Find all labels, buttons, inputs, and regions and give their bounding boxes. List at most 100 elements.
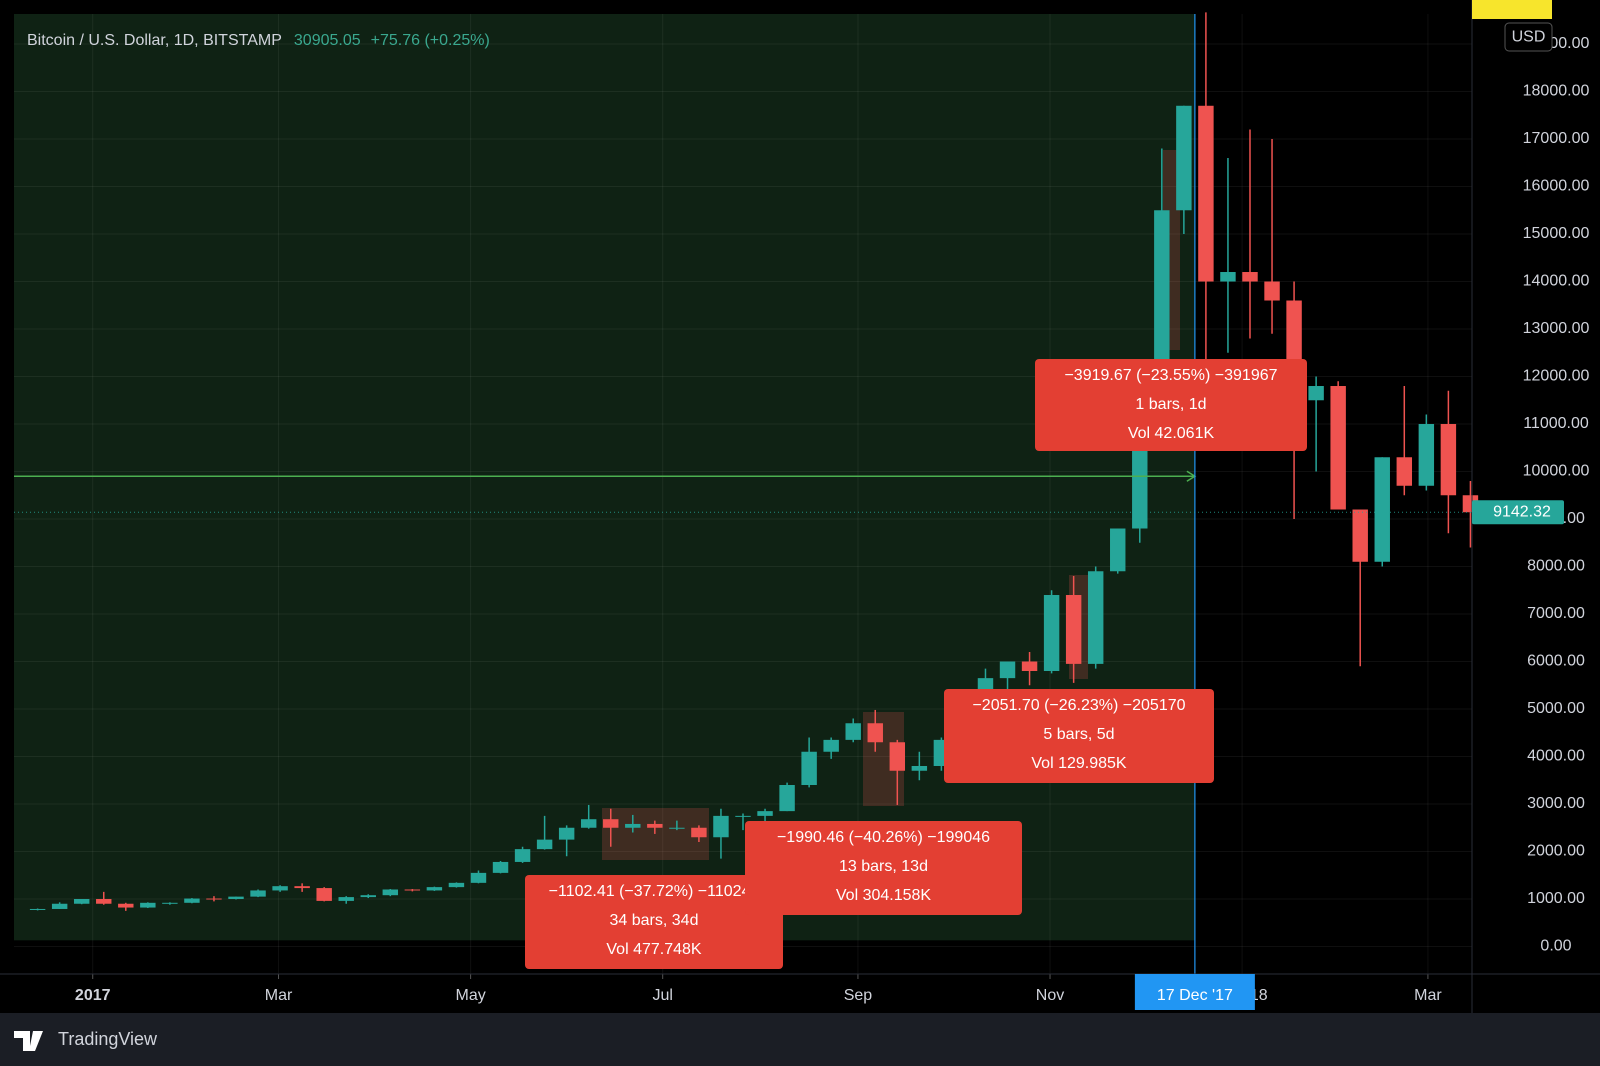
candle-body: [1374, 457, 1390, 562]
y-tick-label: 17000.00: [1523, 130, 1590, 147]
y-tick-label: 14000.00: [1523, 273, 1590, 290]
candle-body: [603, 819, 619, 828]
candle-body: [1220, 272, 1236, 282]
candle-body: [845, 723, 861, 740]
candle-body: [1021, 661, 1038, 672]
candle-body: [184, 898, 200, 903]
candle-body: [911, 766, 928, 771]
range-highlight: [14, 14, 1195, 941]
measure-bars: 1 bars, 1d: [1135, 396, 1206, 413]
candle-body: [1087, 571, 1104, 664]
x-tick-label: Mar: [1414, 987, 1442, 1004]
candle-body: [29, 908, 46, 910]
logo-mark: [14, 1031, 43, 1051]
symbol: Bitcoin / U.S. Dollar, 1D, BITSTAMP: [27, 32, 282, 49]
candle-body: [823, 739, 839, 752]
candle-body: [1043, 595, 1060, 672]
last-price-label: 9142.32: [1493, 503, 1551, 520]
y-tick-label: 8000.00: [1527, 558, 1585, 575]
y-tick-label: 2000.00: [1527, 843, 1585, 860]
candle-body: [382, 889, 399, 896]
measure-shade: [602, 808, 709, 860]
x-tick-label: Nov: [1036, 987, 1064, 1004]
measure-label: −2051.70 (−26.23%) −205170 5 bars, 5d Vol …: [944, 689, 1214, 783]
candle-body: [1065, 595, 1082, 664]
measure-change: −2051.70 (−26.23%) −205170: [972, 697, 1185, 714]
measure-bars: 34 bars, 34d: [610, 912, 699, 929]
candle-body: [426, 887, 443, 891]
candle-body: [1418, 424, 1435, 486]
crosshair-label: 17 Dec '17: [1157, 987, 1233, 1004]
candle-body: [162, 902, 178, 904]
candle-body: [669, 827, 685, 829]
candle-body: [1198, 105, 1214, 282]
x-tick-label: Mar: [265, 987, 293, 1004]
candle-body: [272, 886, 288, 891]
candle-body: [999, 661, 1016, 679]
y-tick-label: 5000.00: [1527, 700, 1585, 717]
candle-body: [1264, 281, 1280, 301]
candle-body: [779, 785, 795, 812]
measure-box: [525, 875, 783, 969]
candle-body: [140, 902, 156, 908]
candle-body: [316, 888, 332, 901]
currency[interactable]: USD: [1512, 29, 1546, 46]
y-tick-label: 0.00: [1540, 938, 1571, 955]
candle-body: [1352, 509, 1368, 562]
measure-label: −1990.46 (−40.26%) −199046 13 bars, 13d Vo…: [745, 821, 1022, 915]
candle-body: [448, 882, 465, 888]
y-tick-label: 3000.00: [1527, 795, 1585, 812]
candle-body: [625, 823, 641, 828]
candle-body: [867, 723, 883, 743]
candle-body: [1110, 528, 1126, 572]
candle-body: [206, 898, 222, 900]
measure-bars: 5 bars, 5d: [1043, 726, 1114, 743]
measure-change: −3919.67 (−23.55%) −391967: [1064, 367, 1277, 384]
candle-body: [228, 896, 244, 899]
candle-body: [1308, 386, 1324, 401]
candle-body: [691, 827, 707, 838]
candle-body: [1396, 457, 1413, 486]
measure-vol: Vol 129.985K: [1031, 755, 1127, 772]
y-tick-label: 13000.00: [1523, 320, 1590, 337]
currency-box[interactable]: [1504, 22, 1553, 52]
measure-label: −1102.41 (−37.72%) −110241 34 bars, 34d Vo…: [525, 875, 783, 969]
candle-body: [713, 815, 729, 838]
y-tick-label: 11000.00: [1523, 415, 1589, 432]
candle-body: [73, 898, 90, 904]
measure-box: [1035, 359, 1307, 451]
candle-body: [404, 889, 421, 891]
logo: TradingView: [14, 1029, 158, 1051]
candle-body: [470, 872, 487, 883]
candle-body: [1242, 272, 1258, 282]
axes: 0.00 1000.00 2000.00 3000.00 4000.00 5000.00 6…: [0, 0, 1600, 1013]
candle-body: [338, 897, 354, 901]
footer-bar: [0, 1013, 1600, 1066]
measure-vol: Vol 477.748K: [606, 941, 702, 958]
crosshair-label-box: [1134, 974, 1255, 1010]
candle-body: [558, 827, 575, 840]
candle-body: [514, 849, 531, 862]
top-price-tag: [1472, 0, 1552, 19]
candle-body: [1440, 424, 1457, 496]
measure-vol: Vol 42.061K: [1128, 425, 1215, 442]
candle-body: [1330, 386, 1346, 510]
x-tick-label: May: [455, 987, 485, 1004]
candle-body: [492, 861, 509, 873]
price: 30905.05: [294, 32, 361, 49]
y-tick-label: 1000.00: [1527, 890, 1585, 907]
brand: TradingView: [58, 1029, 158, 1049]
measure-bars: 13 bars, 13d: [839, 858, 928, 875]
plot-background: [14, 14, 1472, 974]
last-price-box: [1472, 500, 1564, 525]
measure-vol: Vol 304.158K: [836, 887, 932, 904]
candle-body: [757, 811, 773, 816]
y-tick-label: 7000.00: [1527, 605, 1585, 622]
candle-body: [51, 903, 68, 909]
candle-body: [536, 839, 553, 850]
x-tick-label: Sep: [844, 987, 873, 1004]
x-tick-label: Jul: [652, 987, 672, 1004]
measure-change: −1102.41 (−37.72%) −110241: [549, 883, 760, 900]
y-tick-label: 18000.00: [1523, 83, 1590, 100]
